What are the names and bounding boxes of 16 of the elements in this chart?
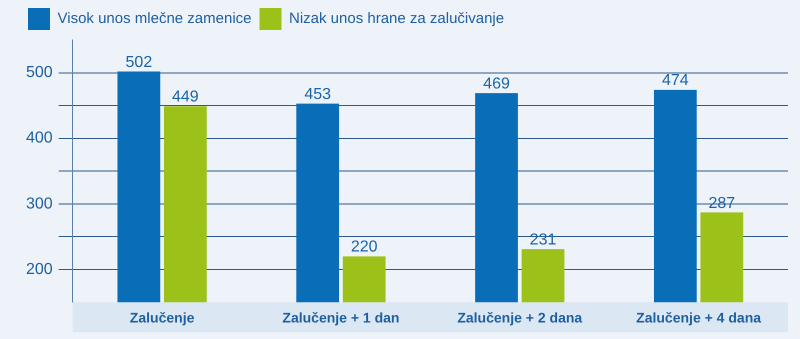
x-tick-label: Zalučenje + 2 dana — [457, 309, 582, 326]
data-label: 220 — [350, 238, 378, 256]
data-label: 474 — [662, 72, 689, 90]
data-label: 469 — [483, 76, 510, 92]
y-tick-label: 500 — [26, 64, 53, 82]
legend-label: Visok unos mlečne zamenice — [58, 10, 252, 28]
data-label: 453 — [304, 86, 332, 103]
data-label: 449 — [172, 88, 199, 106]
data-label: 502 — [126, 54, 152, 71]
x-tick-label: Zalučenje + 4 dana — [636, 309, 762, 326]
x-tick-label: Zalučenje + 1 dan — [282, 309, 400, 326]
y-tick-label: 300 — [26, 195, 53, 212]
legend-label: Nizak unos hrane za zalučivanje — [288, 10, 504, 28]
x-tick-label: Zalučenje — [130, 309, 195, 326]
y-tick-label: 200 — [26, 260, 53, 278]
y-tick-label: 400 — [26, 130, 53, 147]
